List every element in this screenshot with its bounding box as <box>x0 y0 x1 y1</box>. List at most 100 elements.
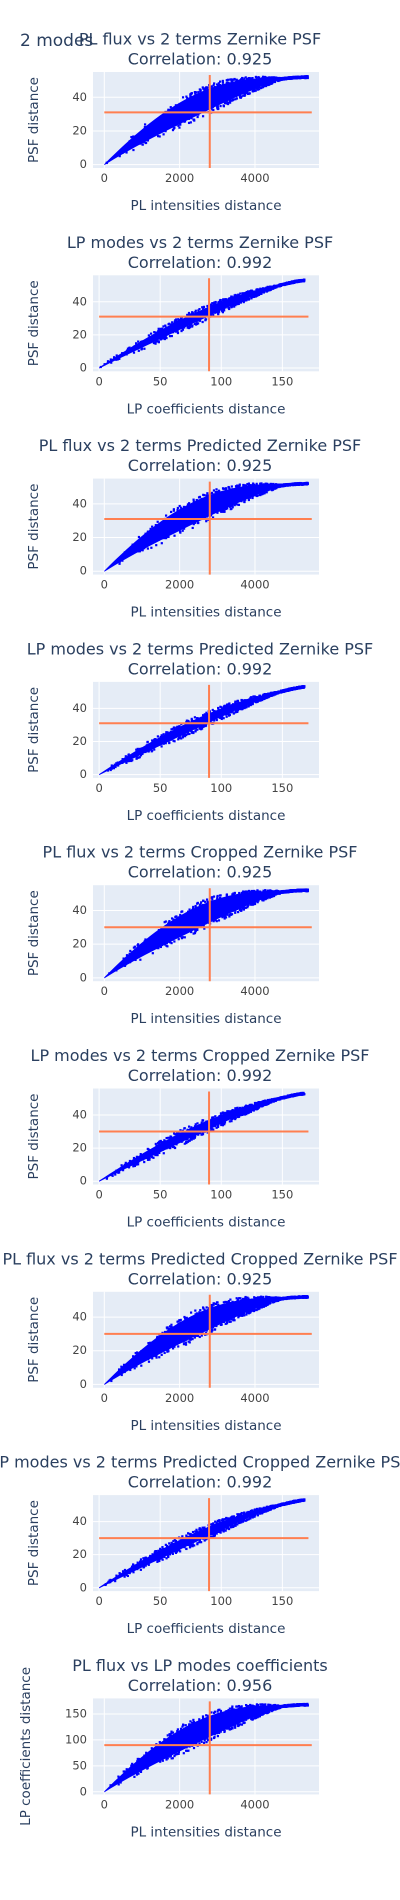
scatter-point <box>190 731 193 734</box>
scatter-point <box>171 727 174 730</box>
scatter-point <box>202 87 205 90</box>
scatter-point <box>227 714 231 717</box>
scatter-point <box>169 106 172 109</box>
scatter-point <box>160 734 163 737</box>
scatter-point <box>250 297 253 300</box>
x-tick-label: 150 <box>271 781 293 795</box>
scatter-point <box>234 709 238 712</box>
scatter-point <box>210 896 213 899</box>
scatter-point <box>237 503 241 506</box>
scatter-point <box>230 304 233 308</box>
scatter-point <box>139 958 142 961</box>
scatter-point <box>173 940 176 943</box>
scatter-point <box>250 289 253 292</box>
scatter-point <box>241 76 244 80</box>
scatter-point <box>186 97 189 100</box>
scatter-point <box>172 726 176 729</box>
scatter-point <box>205 494 208 497</box>
scatter-point <box>191 324 194 327</box>
x-axis-label: PL intensities distance <box>130 605 281 621</box>
scatter-point <box>196 928 199 932</box>
scatter-point <box>114 1173 117 1176</box>
scatter-point <box>247 705 250 708</box>
scatter-point <box>188 502 191 505</box>
scatter-point <box>248 77 251 80</box>
scatter-point <box>205 520 208 523</box>
scatter-point <box>263 492 266 495</box>
scatter-point <box>233 891 236 895</box>
scatter-point <box>150 750 153 753</box>
scatter-point <box>115 354 118 357</box>
scatter-point <box>289 890 293 893</box>
scatter-point <box>243 891 246 894</box>
scatter-point <box>110 764 113 767</box>
scatter-point <box>188 313 191 316</box>
scatter-point <box>224 298 227 301</box>
scatter-point <box>271 76 274 79</box>
scatter-point <box>194 92 197 95</box>
x-tick-label: 0 <box>101 984 108 998</box>
scatter-point <box>256 88 259 91</box>
scatter-point <box>227 703 230 706</box>
scatter-point <box>249 703 253 706</box>
scatter-point <box>162 733 165 736</box>
scatter-point <box>226 102 230 106</box>
scatter-point <box>156 520 159 523</box>
scatter-point <box>295 687 298 690</box>
scatter-point <box>203 88 207 92</box>
scatter-point <box>177 725 181 728</box>
scatter-point <box>172 508 175 511</box>
scatter-point <box>191 1137 194 1140</box>
scatter-point <box>160 745 163 748</box>
y-axis-label: PSF distance <box>26 484 42 570</box>
scatter-point <box>238 94 242 97</box>
chart-subtitle: Correlation: 0.925 <box>128 50 273 69</box>
scatter-point <box>151 952 154 955</box>
scatter-point <box>223 510 226 513</box>
scatter-point <box>131 759 134 762</box>
scatter-point <box>259 493 262 497</box>
scatter-point <box>250 697 253 700</box>
scatter-point <box>175 726 178 729</box>
scatter-points <box>99 685 306 776</box>
scatter-point <box>172 127 175 130</box>
scatter-point <box>234 700 237 703</box>
scatter-point <box>193 932 197 935</box>
scatter-point <box>243 292 246 295</box>
scatter-point <box>250 889 254 893</box>
x-tick-label: 50 <box>153 1188 168 1202</box>
scatter-point <box>258 694 261 697</box>
scatter-point <box>163 336 167 339</box>
scatter-point <box>200 1133 203 1136</box>
scatter-point <box>197 322 200 325</box>
scatter-point <box>218 299 222 302</box>
scatter-point <box>243 77 246 80</box>
scatter-point <box>206 86 209 89</box>
scatter-point <box>291 688 294 691</box>
scatter-point <box>196 115 199 119</box>
scatter-point <box>241 891 244 894</box>
scatter-point <box>171 321 174 324</box>
scatter-point <box>112 767 116 770</box>
scatter-point <box>224 507 228 510</box>
x-tick-label: 150 <box>271 374 293 388</box>
scatter-point <box>247 77 250 80</box>
chart-panel: PL flux vs 2 terms Zernike PSFCorrelatio… <box>26 30 321 215</box>
scatter-point <box>271 488 274 491</box>
scatter-point <box>228 487 231 490</box>
scatter-point <box>246 483 249 486</box>
scatter-point <box>249 484 252 487</box>
scatter-point <box>132 1156 136 1160</box>
scatter-point <box>185 721 188 724</box>
scatter-point <box>274 893 277 896</box>
scatter-point <box>259 482 262 485</box>
scatter-point <box>250 903 253 906</box>
scatter-point <box>252 482 255 485</box>
scatter-point <box>192 731 195 734</box>
y-tick-label: 20 <box>72 530 87 544</box>
scatter-point <box>229 913 233 916</box>
scatter-point <box>246 290 250 293</box>
scatter-point <box>230 485 233 488</box>
scatter-point <box>122 957 125 960</box>
scatter-point <box>116 358 119 361</box>
